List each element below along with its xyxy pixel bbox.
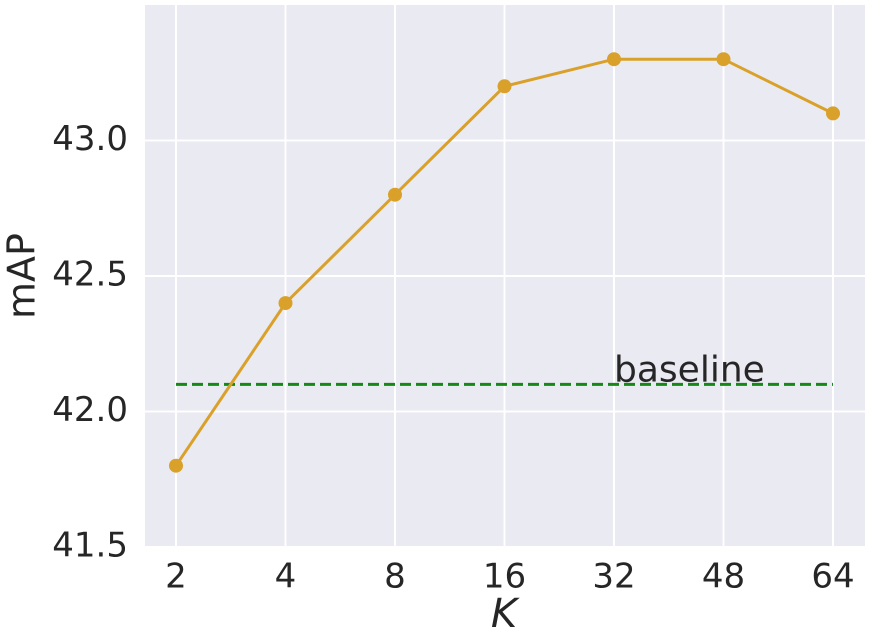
x-tick-label: 4 <box>275 557 297 597</box>
x-tick-label: 2 <box>165 557 187 597</box>
data-point <box>169 458 183 473</box>
x-tick-label: 8 <box>384 557 406 597</box>
x-tick-label: 48 <box>702 557 745 597</box>
data-point <box>716 52 731 67</box>
y-tick-label: 41.5 <box>52 526 128 566</box>
y-tick-label: 43.0 <box>52 119 128 159</box>
data-point <box>497 79 512 94</box>
x-tick-label: 64 <box>811 557 854 597</box>
data-point <box>278 296 293 311</box>
y-axis-label: mAP <box>0 233 44 319</box>
x-axis-label: K <box>491 591 520 632</box>
y-tick-label: 42.0 <box>52 390 128 430</box>
x-tick-label: 32 <box>592 557 635 597</box>
y-tick-label: 42.5 <box>52 255 128 295</box>
data-point <box>607 52 621 67</box>
reference-label: baseline <box>614 349 765 390</box>
x-tick-label: 16 <box>483 557 526 597</box>
data-point <box>826 106 840 121</box>
data-point <box>388 187 402 202</box>
